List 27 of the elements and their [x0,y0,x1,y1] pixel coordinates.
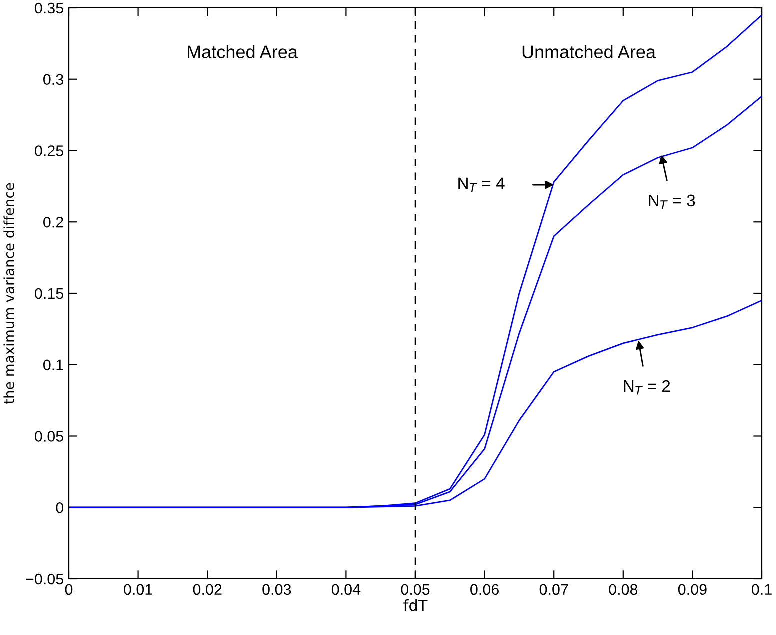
x-tick-label: 0 [65,584,73,596]
y-tick-label: 0.25 [35,146,64,156]
y-tick-label: −0.05 [26,574,64,585]
y-tick-label: 0.05 [35,431,64,442]
annotation: Unmatched Area [522,45,656,59]
x-tick-label: 0.07 [540,584,568,596]
x-tick-label: 0.02 [193,584,222,596]
y-tick-label: 0 [56,502,64,514]
y-tick-label: 0.1 [44,360,64,371]
annotation: N$_{T}$ = 2 [624,380,670,395]
y-tick-label: 0.15 [35,288,64,300]
annotation: N$_{T}$ = 3 [649,194,696,210]
y-tick-label: 0.2 [44,216,64,228]
y-tick-label: 0.3 [44,74,64,86]
x-tick-label: 0.01 [124,584,152,596]
x-tick-label: 0.06 [470,584,499,596]
annotation: Matched Area [188,45,298,59]
x-tick-label: 0.1 [752,584,772,596]
y-axis-title: the maximum variance diffence [4,183,14,404]
x-tick-label: 0.08 [609,584,638,596]
x-tick-label: 0.09 [678,584,707,596]
x-tick-label: 0.04 [332,584,361,596]
x-tick-label: 0.03 [262,584,292,596]
annotation: N$_{T}$ = 4 [458,178,505,192]
y-tick-label: 0.35 [35,2,64,14]
x-axis-title: fdT [404,599,428,612]
x-tick-label: 0.05 [401,584,430,596]
